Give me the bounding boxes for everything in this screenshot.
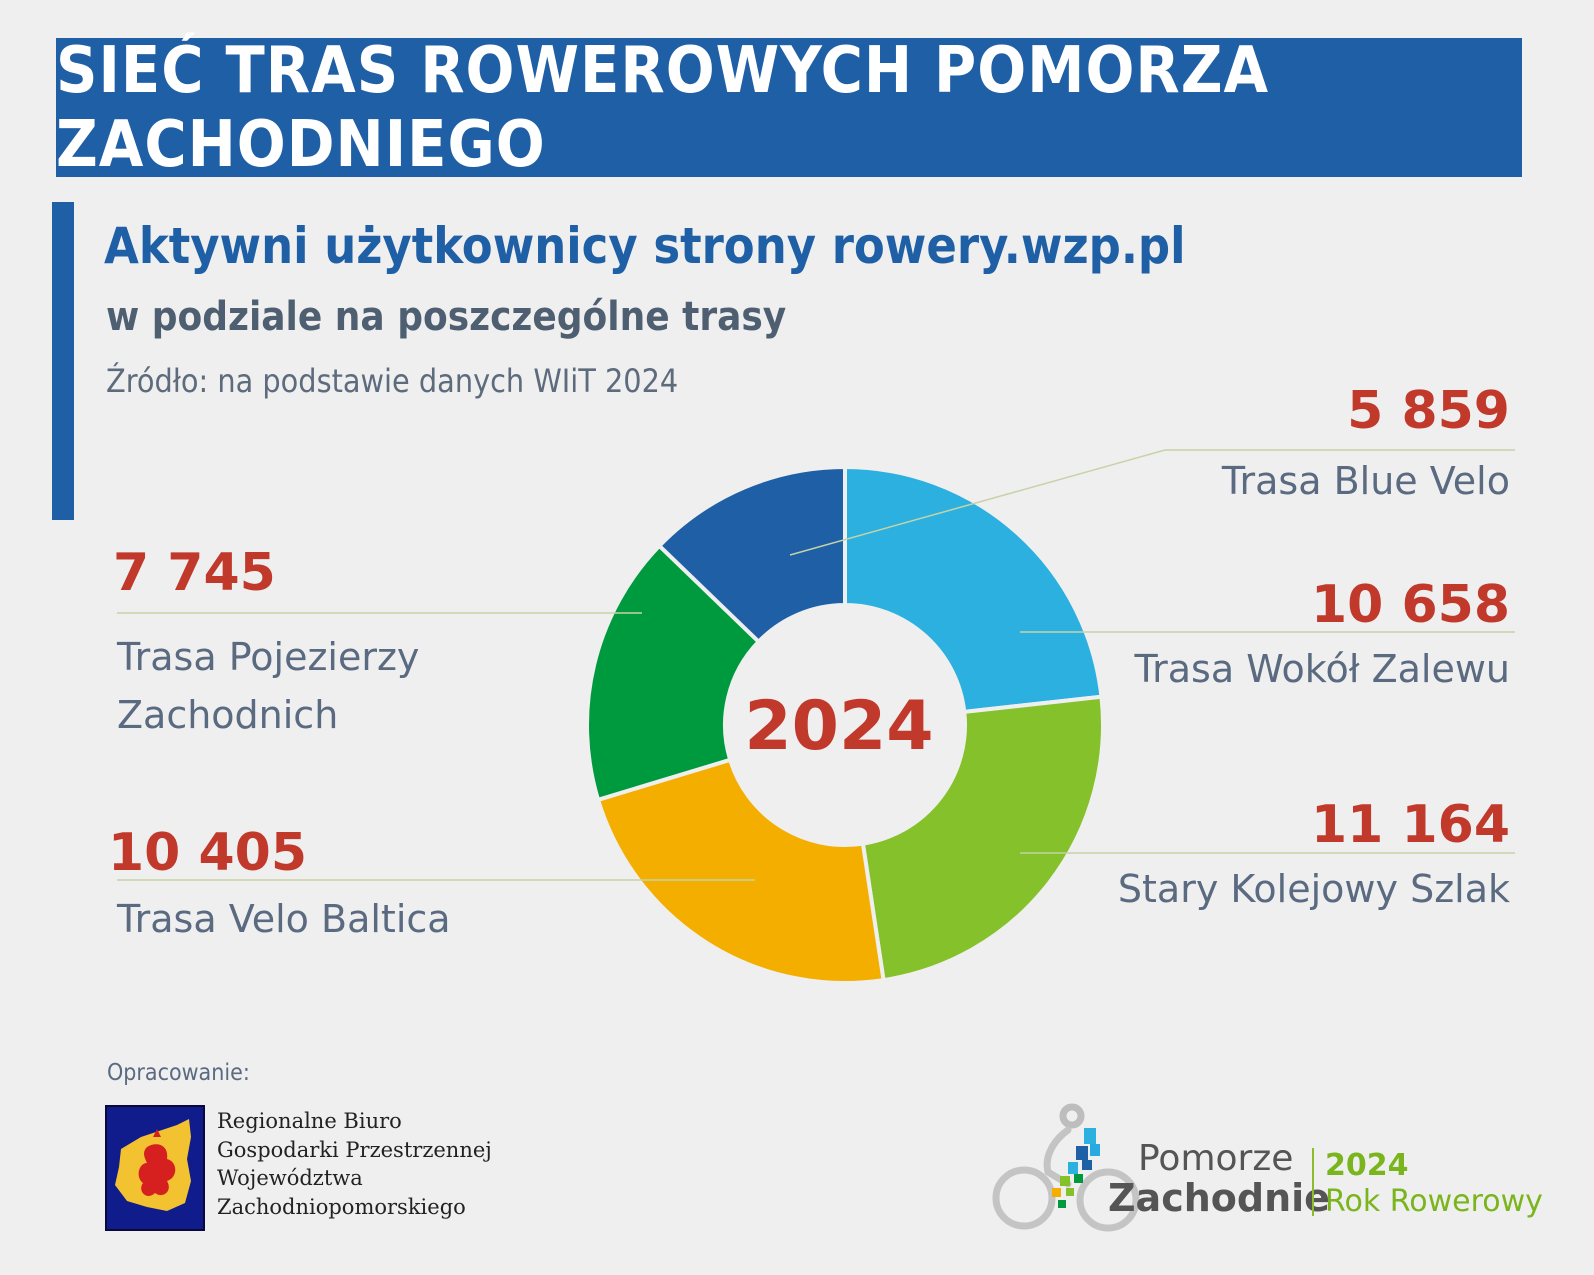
chart-source: Źródło: na podstawie danych WIiT 2024 [106, 362, 679, 400]
logo-year: 2024 [1325, 1148, 1409, 1183]
credits-line: Województwa [217, 1166, 363, 1190]
value-label: 10 405 [108, 823, 307, 883]
leader-line [789, 449, 1515, 556]
credits-line: Zachodniopomorskiego [217, 1194, 466, 1219]
credits-organization: Regionalne Biuro Gospodarki Przestrzenne… [217, 1107, 492, 1221]
slice-label: Trasa Velo Baltica [116, 897, 451, 941]
donut-slice [843, 464, 1104, 715]
slice-label: Stary Kolejowy Szlak [1118, 867, 1510, 911]
logo-divider [1312, 1148, 1314, 1216]
center-year-label: 2024 [744, 687, 933, 766]
chart-title: Aktywni użytkownicy strony rowery.wzp.pl [104, 217, 1186, 275]
slice-label: Trasa Blue Velo [1221, 459, 1510, 503]
value-label: 11 164 [1311, 795, 1510, 855]
accent-bar [52, 202, 74, 520]
value-label: 10 658 [1311, 575, 1510, 635]
chart-subtitle: w podziale na poszczególne trasy [106, 294, 787, 340]
value-label: 7 745 [113, 543, 276, 603]
donut-slice [656, 464, 847, 645]
credits-caption: Opracowanie: [107, 1060, 250, 1086]
donut-slice [860, 694, 1105, 983]
banner-title: SIEĆ TRAS ROWEROWYCH POMORZA ZACHODNIEGO [56, 34, 1522, 182]
donut-slice [595, 757, 886, 985]
value-label: 5 859 [1347, 381, 1510, 441]
credits-line: Regionalne Biuro [217, 1109, 402, 1133]
donut-slice [585, 543, 762, 803]
logo-tagline: Rok Rowerowy [1325, 1184, 1543, 1219]
crest-logo [105, 1105, 205, 1231]
slice-label: Trasa Wokół Zalewu [1134, 647, 1511, 691]
cyclist-icon [992, 1103, 1140, 1232]
credits-line: Gospodarki Przestrzennej [217, 1137, 492, 1162]
pomorze-logo: Pomorze Zachodnie 2024 Rok Rowerowy [990, 1100, 1543, 1240]
slice-label: Trasa Pojezierzy [116, 635, 419, 679]
slice-label: Zachodnich [117, 693, 338, 737]
logo-line2: Zachodnie [1108, 1176, 1330, 1220]
logo-line1: Pomorze [1138, 1138, 1294, 1179]
